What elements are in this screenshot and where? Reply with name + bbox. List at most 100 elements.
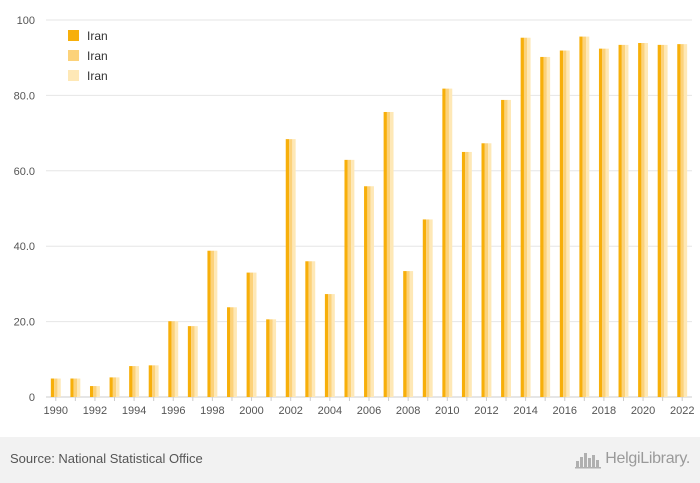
bar [253, 272, 257, 397]
bar [96, 386, 100, 397]
bar [488, 143, 492, 397]
bar [618, 44, 622, 398]
helgi-city-logo-icon [575, 453, 602, 469]
bar [93, 386, 97, 397]
x-tick-label: 1994 [122, 405, 146, 417]
bar [507, 99, 511, 397]
bar [448, 88, 453, 397]
bar [344, 159, 348, 397]
x-tick-label: 2010 [435, 405, 459, 417]
x-tick-label: 2008 [396, 405, 420, 417]
bar [644, 42, 649, 397]
footer-bar [0, 437, 700, 483]
bar [582, 36, 586, 397]
bar [638, 42, 642, 397]
bar [484, 143, 489, 397]
bar [116, 377, 120, 397]
bar [155, 365, 159, 397]
bar [504, 99, 508, 397]
x-tick-label: 2014 [513, 405, 537, 417]
bar [292, 139, 296, 397]
x-tick-label: 2006 [357, 405, 381, 417]
y-tick-label: 40.0 [14, 241, 35, 253]
bar [409, 271, 414, 397]
bar [465, 151, 469, 397]
legend-swatch [68, 50, 79, 61]
bar [364, 186, 368, 397]
bar [403, 271, 407, 397]
bar [527, 37, 531, 398]
legend-swatch [68, 30, 79, 41]
x-tick-label: 2022 [670, 405, 694, 417]
bar [383, 111, 387, 397]
x-tick-label: 1990 [44, 405, 68, 417]
bar [50, 378, 55, 397]
legend-label: Iran [87, 29, 108, 43]
bar [602, 48, 606, 397]
y-tick-label: 80.0 [14, 90, 35, 102]
x-tick-label: 2002 [278, 405, 302, 417]
bar [132, 366, 136, 397]
bar [501, 99, 505, 397]
bar [605, 48, 609, 397]
bar [194, 326, 198, 397]
x-tick-label: 2004 [318, 405, 342, 417]
bar [664, 44, 668, 398]
bar [311, 261, 316, 397]
bar [191, 326, 195, 397]
bar [429, 219, 433, 397]
bar [233, 307, 237, 397]
bar [625, 44, 629, 398]
bar [70, 378, 74, 397]
legend-label: Iran [87, 69, 108, 83]
bar [214, 250, 218, 397]
x-tick-label: 1992 [83, 405, 107, 417]
bar [520, 37, 524, 398]
source-note: Source: National Statistical Office [10, 451, 203, 466]
bar [370, 186, 374, 397]
bar [269, 319, 273, 397]
bar [305, 261, 309, 397]
bar [73, 378, 78, 397]
bar-chart: 0 20.0 40.0 60.0 80.0 100 1990 1992 1994 1996 1998… [14, 15, 695, 417]
bar [109, 377, 113, 397]
y-tick-label: 100 [17, 15, 35, 27]
brand-logo[interactable]: HelgiLibrary. [575, 447, 690, 471]
bar [585, 36, 590, 397]
bar [289, 139, 293, 397]
bar [523, 37, 528, 398]
bar [657, 44, 661, 398]
bar [266, 319, 270, 397]
bar [445, 88, 449, 397]
bar [390, 111, 394, 397]
bar [481, 143, 485, 397]
bar [246, 272, 250, 397]
bar [660, 44, 665, 398]
bar [77, 378, 81, 397]
y-tick-label: 20.0 [14, 317, 35, 329]
x-tick-label: 1998 [200, 405, 224, 417]
bar [543, 56, 547, 398]
bar [683, 44, 688, 398]
bar [328, 294, 332, 397]
bar [468, 151, 472, 397]
bar [174, 321, 179, 397]
bar [129, 366, 133, 397]
bar [461, 151, 466, 397]
bar [171, 321, 175, 397]
bar [249, 272, 254, 397]
bar [308, 261, 312, 397]
bar [677, 44, 681, 398]
bar [210, 250, 215, 397]
bar [680, 44, 684, 398]
bar [621, 44, 626, 398]
bar [566, 50, 570, 398]
bar [422, 219, 427, 397]
bar [546, 56, 551, 398]
bar [89, 386, 94, 397]
bar [152, 365, 156, 397]
x-tick-label: 2016 [553, 405, 577, 417]
x-tick-label: 1996 [161, 405, 185, 417]
bar [54, 378, 58, 397]
